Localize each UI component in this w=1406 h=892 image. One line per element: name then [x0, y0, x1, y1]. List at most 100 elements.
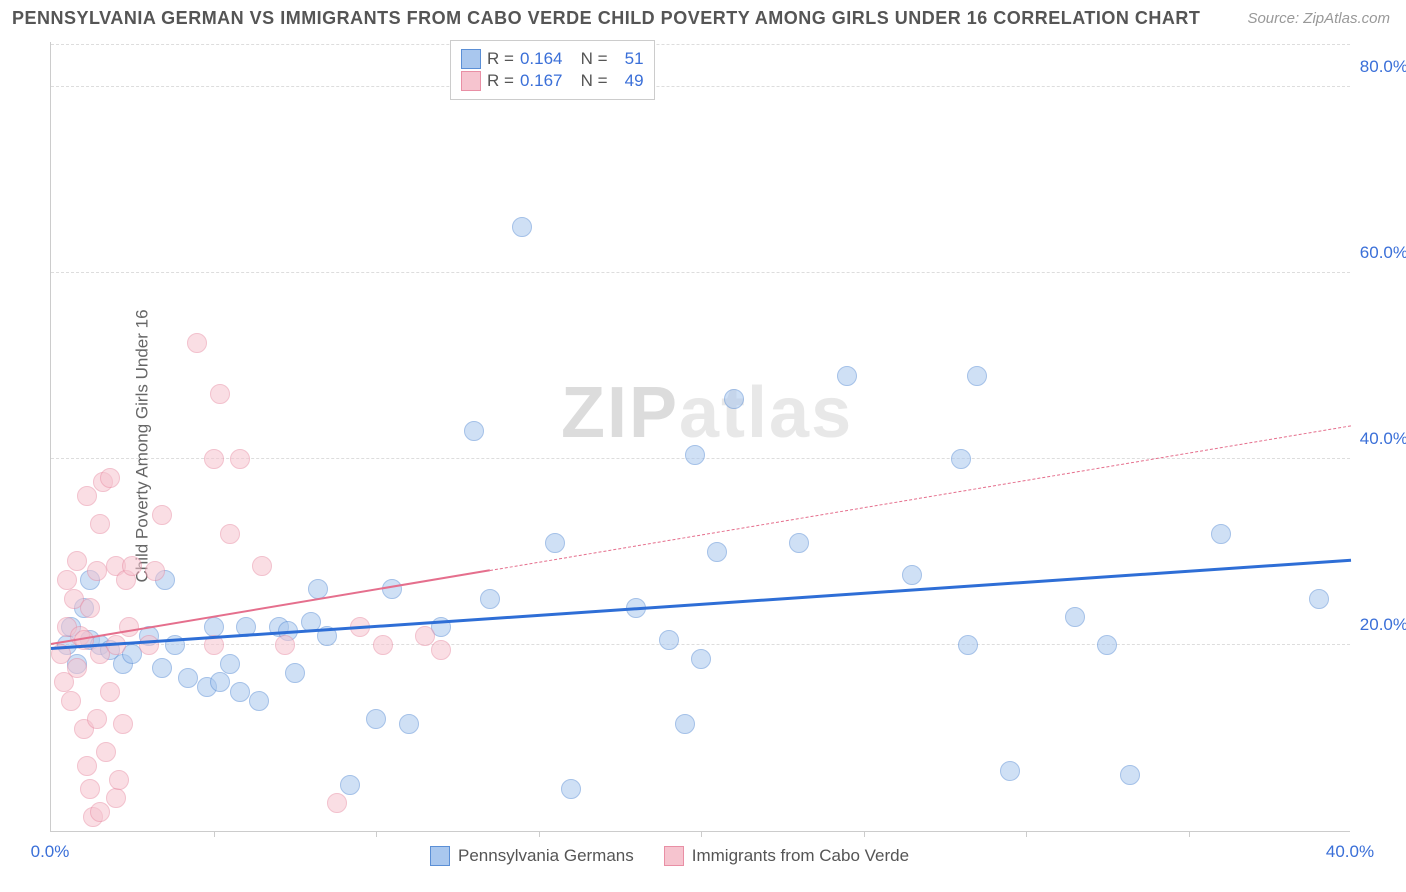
data-point — [87, 709, 107, 729]
data-point — [139, 635, 159, 655]
data-point — [1120, 765, 1140, 785]
x-tick-minor — [864, 831, 865, 837]
chart-title: PENNSYLVANIA GERMAN VS IMMIGRANTS FROM C… — [12, 8, 1200, 29]
data-point — [691, 649, 711, 669]
data-point — [61, 691, 81, 711]
data-point — [152, 658, 172, 678]
data-point — [327, 793, 347, 813]
watermark: ZIPatlas — [561, 372, 853, 454]
data-point — [1309, 589, 1329, 609]
data-point — [399, 714, 419, 734]
data-point — [106, 788, 126, 808]
data-point — [382, 579, 402, 599]
data-point — [90, 514, 110, 534]
data-point — [789, 533, 809, 553]
data-point — [561, 779, 581, 799]
data-point — [220, 524, 240, 544]
data-point — [958, 635, 978, 655]
legend-swatch — [461, 49, 481, 69]
x-tick-minor — [1026, 831, 1027, 837]
data-point — [545, 533, 565, 553]
data-point — [77, 756, 97, 776]
x-tick-label: 0.0% — [31, 842, 70, 862]
data-point — [122, 556, 142, 576]
data-point — [366, 709, 386, 729]
x-tick-minor — [539, 831, 540, 837]
data-point — [431, 640, 451, 660]
legend-swatch — [430, 846, 450, 866]
legend-series-label: Immigrants from Cabo Verde — [692, 846, 909, 866]
legend-stats-row: R =0.164 N =51 — [461, 49, 644, 69]
data-point — [67, 658, 87, 678]
data-point — [230, 449, 250, 469]
x-tick-minor — [376, 831, 377, 837]
trendline-dashed — [490, 426, 1351, 572]
data-point — [464, 421, 484, 441]
data-point — [707, 542, 727, 562]
legend-series-item: Pennsylvania Germans — [430, 846, 634, 866]
gridline-horizontal — [51, 86, 1350, 87]
trendline-solid — [51, 558, 1351, 649]
data-point — [67, 551, 87, 571]
data-point — [145, 561, 165, 581]
data-point — [210, 384, 230, 404]
data-point — [480, 589, 500, 609]
y-tick-label: 80.0% — [1358, 57, 1406, 77]
data-point — [512, 217, 532, 237]
data-point — [87, 561, 107, 581]
data-point — [252, 556, 272, 576]
data-point — [724, 389, 744, 409]
data-point — [373, 635, 393, 655]
legend-stats-row: R =0.167 N =49 — [461, 71, 644, 91]
data-point — [285, 663, 305, 683]
data-point — [77, 486, 97, 506]
legend-swatch — [664, 846, 684, 866]
data-point — [178, 668, 198, 688]
gridline-horizontal — [51, 644, 1350, 645]
source-attribution: Source: ZipAtlas.com — [1247, 10, 1390, 27]
legend-series-label: Pennsylvania Germans — [458, 846, 634, 866]
legend-stats: R =0.164 N =51R =0.167 N =49 — [450, 40, 655, 100]
data-point — [951, 449, 971, 469]
data-point — [415, 626, 435, 646]
data-point — [275, 635, 295, 655]
data-point — [204, 617, 224, 637]
gridline-horizontal — [51, 272, 1350, 273]
y-tick-label: 20.0% — [1358, 615, 1406, 635]
data-point — [80, 779, 100, 799]
data-point — [340, 775, 360, 795]
legend-series: Pennsylvania Germans Immigrants from Cabo… — [430, 846, 909, 866]
y-tick-label: 40.0% — [1358, 429, 1406, 449]
data-point — [685, 445, 705, 465]
legend-swatch — [461, 71, 481, 91]
data-point — [249, 691, 269, 711]
data-point — [220, 654, 240, 674]
x-tick-minor — [1189, 831, 1190, 837]
data-point — [109, 770, 129, 790]
data-point — [1211, 524, 1231, 544]
data-point — [152, 505, 172, 525]
data-point — [1065, 607, 1085, 627]
data-point — [96, 742, 116, 762]
y-tick-label: 60.0% — [1358, 243, 1406, 263]
data-point — [675, 714, 695, 734]
gridline-horizontal — [51, 44, 1350, 45]
data-point — [80, 598, 100, 618]
data-point — [210, 672, 230, 692]
data-point — [100, 468, 120, 488]
scatter-plot-area: ZIPatlas 20.0%40.0%60.0%80.0% — [50, 42, 1350, 832]
data-point — [1000, 761, 1020, 781]
data-point — [659, 630, 679, 650]
x-tick-label: 40.0% — [1326, 842, 1374, 862]
data-point — [187, 333, 207, 353]
data-point — [113, 714, 133, 734]
data-point — [57, 570, 77, 590]
legend-series-item: Immigrants from Cabo Verde — [664, 846, 909, 866]
data-point — [967, 366, 987, 386]
data-point — [1097, 635, 1117, 655]
data-point — [204, 449, 224, 469]
data-point — [119, 617, 139, 637]
data-point — [100, 682, 120, 702]
x-tick-minor — [701, 831, 702, 837]
data-point — [902, 565, 922, 585]
